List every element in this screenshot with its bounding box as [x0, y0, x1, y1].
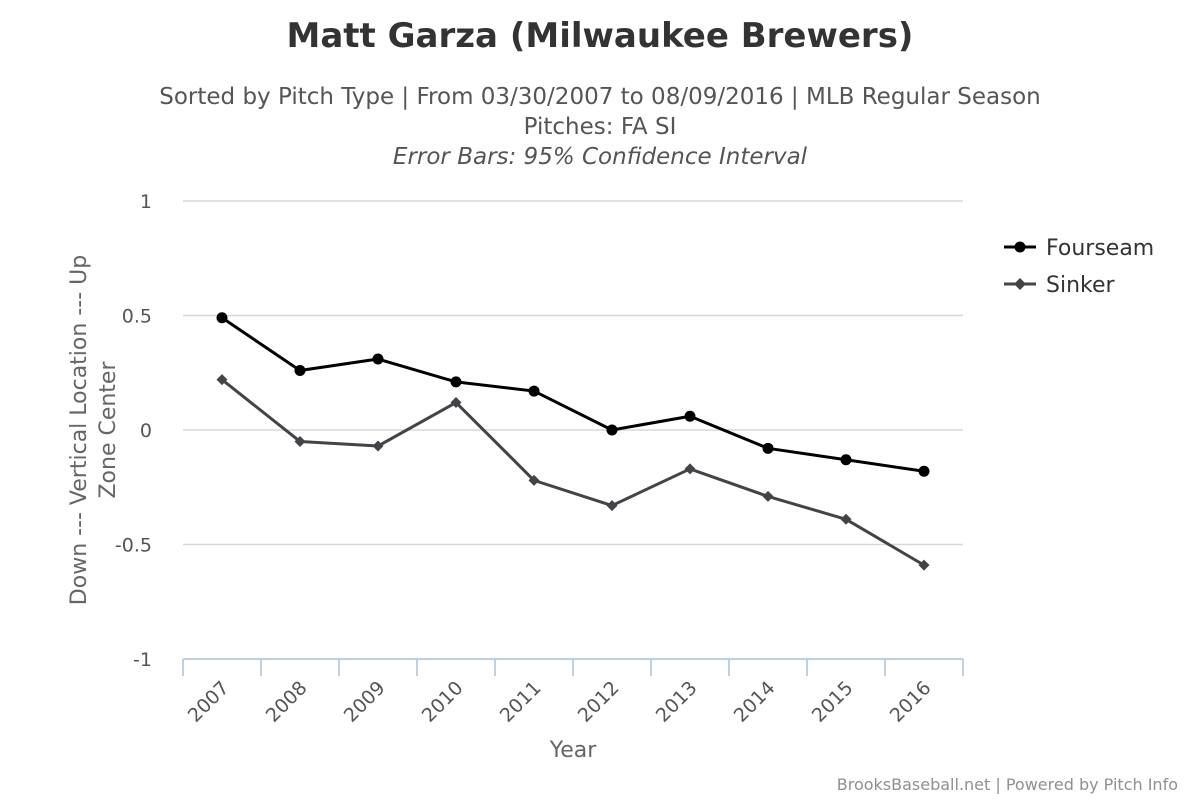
series-sinker	[216, 374, 930, 571]
data-point-fourseam	[918, 465, 930, 477]
y-axis-ticks: 1 0.5 0 -0.5 -1	[115, 191, 152, 671]
data-point-fourseam	[684, 410, 696, 422]
data-point-fourseam	[840, 454, 852, 466]
data-point-fourseam	[294, 364, 306, 376]
legend-marker-fourseam	[1014, 241, 1026, 253]
series-line-sinker	[221, 378, 925, 567]
y-tick-label: 0	[140, 420, 152, 442]
data-point-fourseam	[450, 376, 462, 388]
chart-subtitle-line-2: Pitches: FA SI	[524, 114, 677, 140]
x-tick-label: 2013	[652, 677, 702, 727]
x-tick-label: 2015	[808, 677, 858, 727]
data-point-sinker	[294, 435, 306, 447]
data-point-sinker	[528, 474, 540, 486]
data-point-fourseam	[216, 312, 228, 324]
x-axis-title: Year	[549, 738, 598, 763]
data-point-fourseam	[528, 385, 540, 397]
data-point-fourseam	[762, 442, 774, 454]
x-tick-label: 2007	[184, 677, 234, 727]
x-tick-label: 2012	[574, 677, 624, 727]
legend-label-sinker: Sinker	[1046, 273, 1116, 298]
y-tick-label: 0.5	[122, 306, 152, 328]
chart-subtitle-line-1: Sorted by Pitch Type | From 03/30/2007 t…	[159, 84, 1041, 110]
data-point-sinker	[762, 490, 774, 502]
data-point-sinker	[606, 500, 618, 512]
y-axis-title-line-2: Zone Center	[96, 361, 121, 499]
y-tick-label: 1	[140, 191, 152, 213]
data-point-sinker	[450, 397, 462, 409]
x-tick-label: 2016	[886, 677, 936, 727]
series-line-fourseam	[221, 316, 925, 473]
data-point-sinker	[840, 513, 852, 525]
y-axis-title-line-1: Down --- Vertical Location --- Up	[67, 255, 92, 605]
x-tick-label: 2010	[418, 677, 468, 727]
y-axis-title: Down --- Vertical Location --- Up Zone C…	[67, 255, 121, 605]
series-layer	[216, 312, 930, 571]
chart-title: Matt Garza (Milwaukee Brewers)	[287, 16, 914, 56]
x-axis: 2007 2008 2009 2010 2011 2012 2013 2014 2015 2016	[182, 658, 964, 727]
data-point-sinker	[918, 559, 930, 571]
x-tick-label: 2008	[262, 677, 312, 727]
data-point-sinker	[684, 463, 696, 475]
x-tick-label: 2009	[340, 677, 390, 727]
legend[interactable]: Fourseam Sinker	[1004, 236, 1154, 298]
y-tick-label: -0.5	[115, 535, 152, 557]
legend-marker-sinker	[1014, 278, 1026, 290]
series-fourseam	[216, 312, 930, 477]
data-point-sinker	[372, 440, 384, 452]
data-point-fourseam	[606, 424, 618, 436]
y-tick-label: -1	[133, 649, 152, 671]
data-point-sinker	[216, 374, 228, 386]
gridlines	[183, 200, 963, 546]
legend-item-sinker[interactable]: Sinker	[1004, 273, 1116, 298]
legend-label-fourseam: Fourseam	[1046, 236, 1154, 261]
credits-link[interactable]: BrooksBaseball.net | Powered by Pitch In…	[837, 775, 1178, 794]
chart-subtitle-line-3: Error Bars: 95% Confidence Interval	[393, 144, 808, 170]
data-point-fourseam	[372, 353, 384, 365]
x-tick-label: 2011	[496, 677, 546, 727]
legend-item-fourseam[interactable]: Fourseam	[1004, 236, 1154, 261]
x-tick-label: 2014	[730, 677, 780, 727]
